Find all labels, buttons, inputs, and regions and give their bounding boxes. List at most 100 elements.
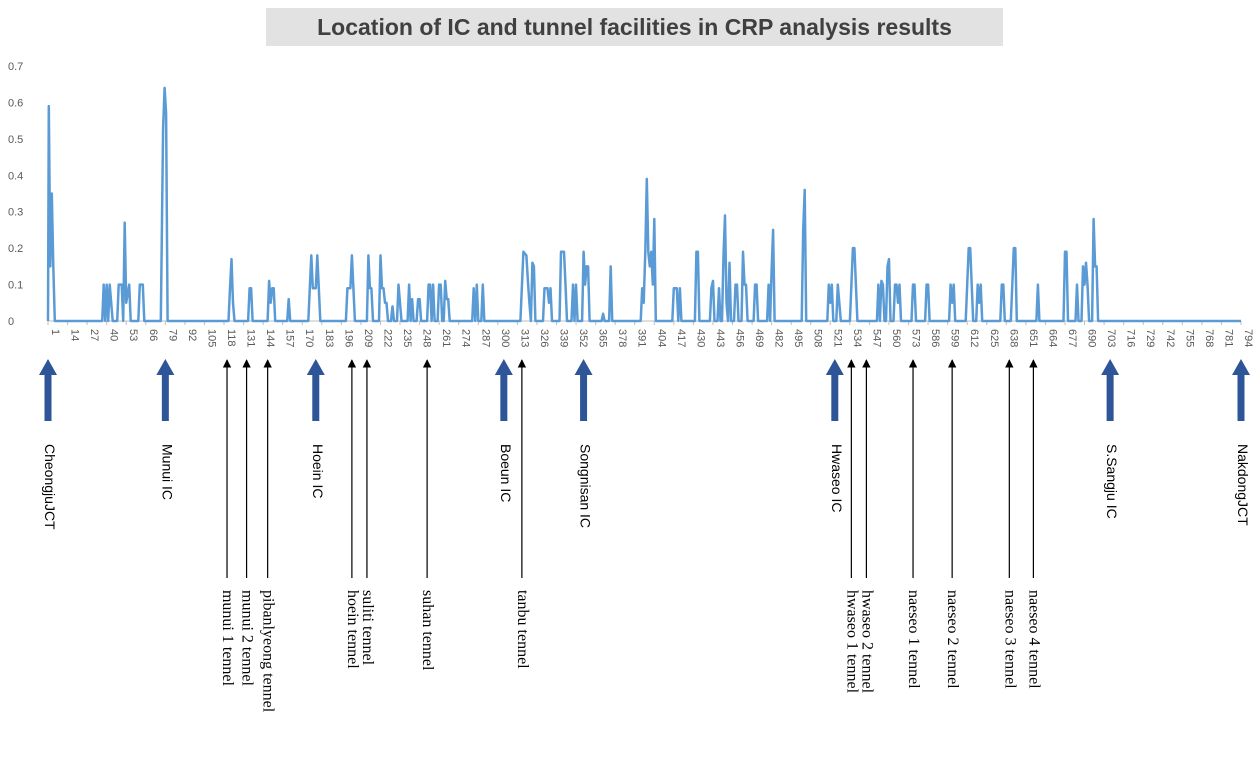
chart-title: Location of IC and tunnel facilities in … <box>317 13 952 40</box>
chart-title-box: Location of IC and tunnel facilities in … <box>266 8 1003 46</box>
x-tick-label: 781 <box>1222 329 1234 347</box>
tunnel-label: naeseo 1 tennel <box>905 590 922 689</box>
y-tick-label: 0.3 <box>8 207 23 219</box>
ic-label: Songnisan IC <box>578 444 594 528</box>
x-tick-label: 1 <box>49 329 61 335</box>
tunnel-label: naeseo 3 tennel <box>1001 590 1018 689</box>
x-tick-label: 248 <box>421 329 433 347</box>
series-layer <box>46 86 1241 323</box>
x-tick-label: 27 <box>88 329 100 341</box>
tunnel-label: suhan tennel <box>419 590 436 671</box>
y-tick-label: 0.4 <box>8 170 23 182</box>
x-tick-label: 573 <box>910 329 922 347</box>
x-tick-label: 716 <box>1125 329 1137 347</box>
x-tick-label: 677 <box>1066 329 1078 347</box>
ic-label: S.Sangju IC <box>1104 444 1120 519</box>
x-tick-label: 443 <box>714 329 726 347</box>
x-tick-label: 53 <box>127 329 139 341</box>
x-tick-label: 391 <box>636 329 648 347</box>
x-tick-label: 79 <box>166 329 178 341</box>
y-tick-label: 0.2 <box>8 243 23 255</box>
ic-label: NakdongJCT <box>1235 444 1251 526</box>
tunnel-label: hoein tennel <box>344 590 361 669</box>
x-tick-label: 456 <box>734 329 746 347</box>
x-tick-label: 599 <box>949 329 961 347</box>
x-tick-label: 92 <box>186 329 198 341</box>
ic-arrow-head <box>1101 359 1120 375</box>
x-tick-label: 196 <box>342 329 354 347</box>
x-tick-label: 547 <box>870 329 882 347</box>
x-tick-label: 235 <box>401 329 413 347</box>
x-tick-label: 118 <box>225 329 237 347</box>
x-tick-label: 105 <box>205 329 217 347</box>
x-tick-label: 794 <box>1242 329 1254 347</box>
ic-arrow-head <box>306 359 325 375</box>
x-tick-label: 378 <box>616 329 628 347</box>
x-tick-label: 508 <box>812 329 824 347</box>
ic-arrow-head <box>156 359 175 375</box>
ic-arrow-shaft <box>312 373 320 421</box>
y-tick-label: 0.6 <box>8 97 23 109</box>
x-tick-label: 430 <box>694 329 706 347</box>
x-tick-label: 131 <box>245 329 257 347</box>
tunnel-label: naeseo 4 tennel <box>1025 590 1042 689</box>
x-tick-label: 170 <box>303 329 315 347</box>
tunnel-label: pibanlyeong tennel <box>260 590 277 713</box>
tunnel-label: suliti tennel <box>359 590 376 666</box>
ic-label: Hoein IC <box>310 444 326 498</box>
ic-label: CheongjuJCT <box>42 444 58 530</box>
x-tick-label: 742 <box>1164 329 1176 347</box>
x-tick-label: 755 <box>1183 329 1195 347</box>
x-tick-label: 768 <box>1203 329 1215 347</box>
ic-arrow-shaft <box>44 373 52 421</box>
ic-arrow-shaft <box>1237 373 1245 421</box>
tunnel-label: tanbu tennel <box>514 590 531 669</box>
x-tick-label: 664 <box>1046 329 1058 347</box>
x-tick-label: 209 <box>362 329 374 347</box>
x-tick-label: 651 <box>1027 329 1039 347</box>
ic-label: Hwaseo IC <box>829 444 845 512</box>
tunnel-label: hwaseo 2 tennel <box>858 590 875 694</box>
ic-arrow-shaft <box>161 373 169 421</box>
x-tick-label: 729 <box>1144 329 1156 347</box>
ic-arrow-shaft <box>500 373 508 421</box>
y-tick-label: 0 <box>8 316 14 328</box>
tunnel-label: munui 2 tennel <box>239 590 256 687</box>
ic-arrow-head <box>39 359 57 375</box>
ic-arrow-head <box>494 359 513 375</box>
x-tick-label: 417 <box>675 329 687 347</box>
x-tick-label: 14 <box>69 329 81 341</box>
x-tick-label: 261 <box>440 329 452 347</box>
x-tick-label: 183 <box>323 329 335 347</box>
ic-label: Boeun IC <box>498 444 514 502</box>
crp-series-line <box>46 86 1241 323</box>
x-tick-label: 612 <box>968 329 980 347</box>
x-tick-label: 703 <box>1105 329 1117 347</box>
y-tick-label: 0.7 <box>8 61 23 73</box>
x-tick-label: 521 <box>831 329 843 347</box>
x-tick-label: 66 <box>147 329 159 341</box>
y-tick-label: 0.1 <box>8 280 23 292</box>
x-tick-label: 690 <box>1086 329 1098 347</box>
ic-arrow-head <box>574 359 593 375</box>
x-tick-label: 469 <box>753 329 765 347</box>
ic-label: Munui IC <box>159 444 175 500</box>
x-tick-label: 365 <box>597 329 609 347</box>
x-tick-label: 287 <box>479 329 491 347</box>
x-tick-label: 482 <box>773 329 785 347</box>
x-tick-label: 495 <box>792 329 804 347</box>
x-tick-label: 339 <box>557 329 569 347</box>
x-tick-label: 222 <box>381 329 393 347</box>
x-tick-label: 326 <box>538 329 550 347</box>
x-tick-label: 157 <box>284 329 296 347</box>
y-tick-label: 0.5 <box>8 134 23 146</box>
ic-arrow-shaft <box>1106 373 1114 421</box>
x-tick-label: 313 <box>518 329 530 347</box>
x-tick-label: 534 <box>851 329 863 347</box>
ic-arrow-shaft <box>831 373 839 421</box>
x-tick-label: 144 <box>264 329 276 347</box>
tunnel-label: munui 1 tennel <box>219 590 236 687</box>
x-tick-label: 638 <box>1007 329 1019 347</box>
x-tick-label: 404 <box>655 329 667 347</box>
